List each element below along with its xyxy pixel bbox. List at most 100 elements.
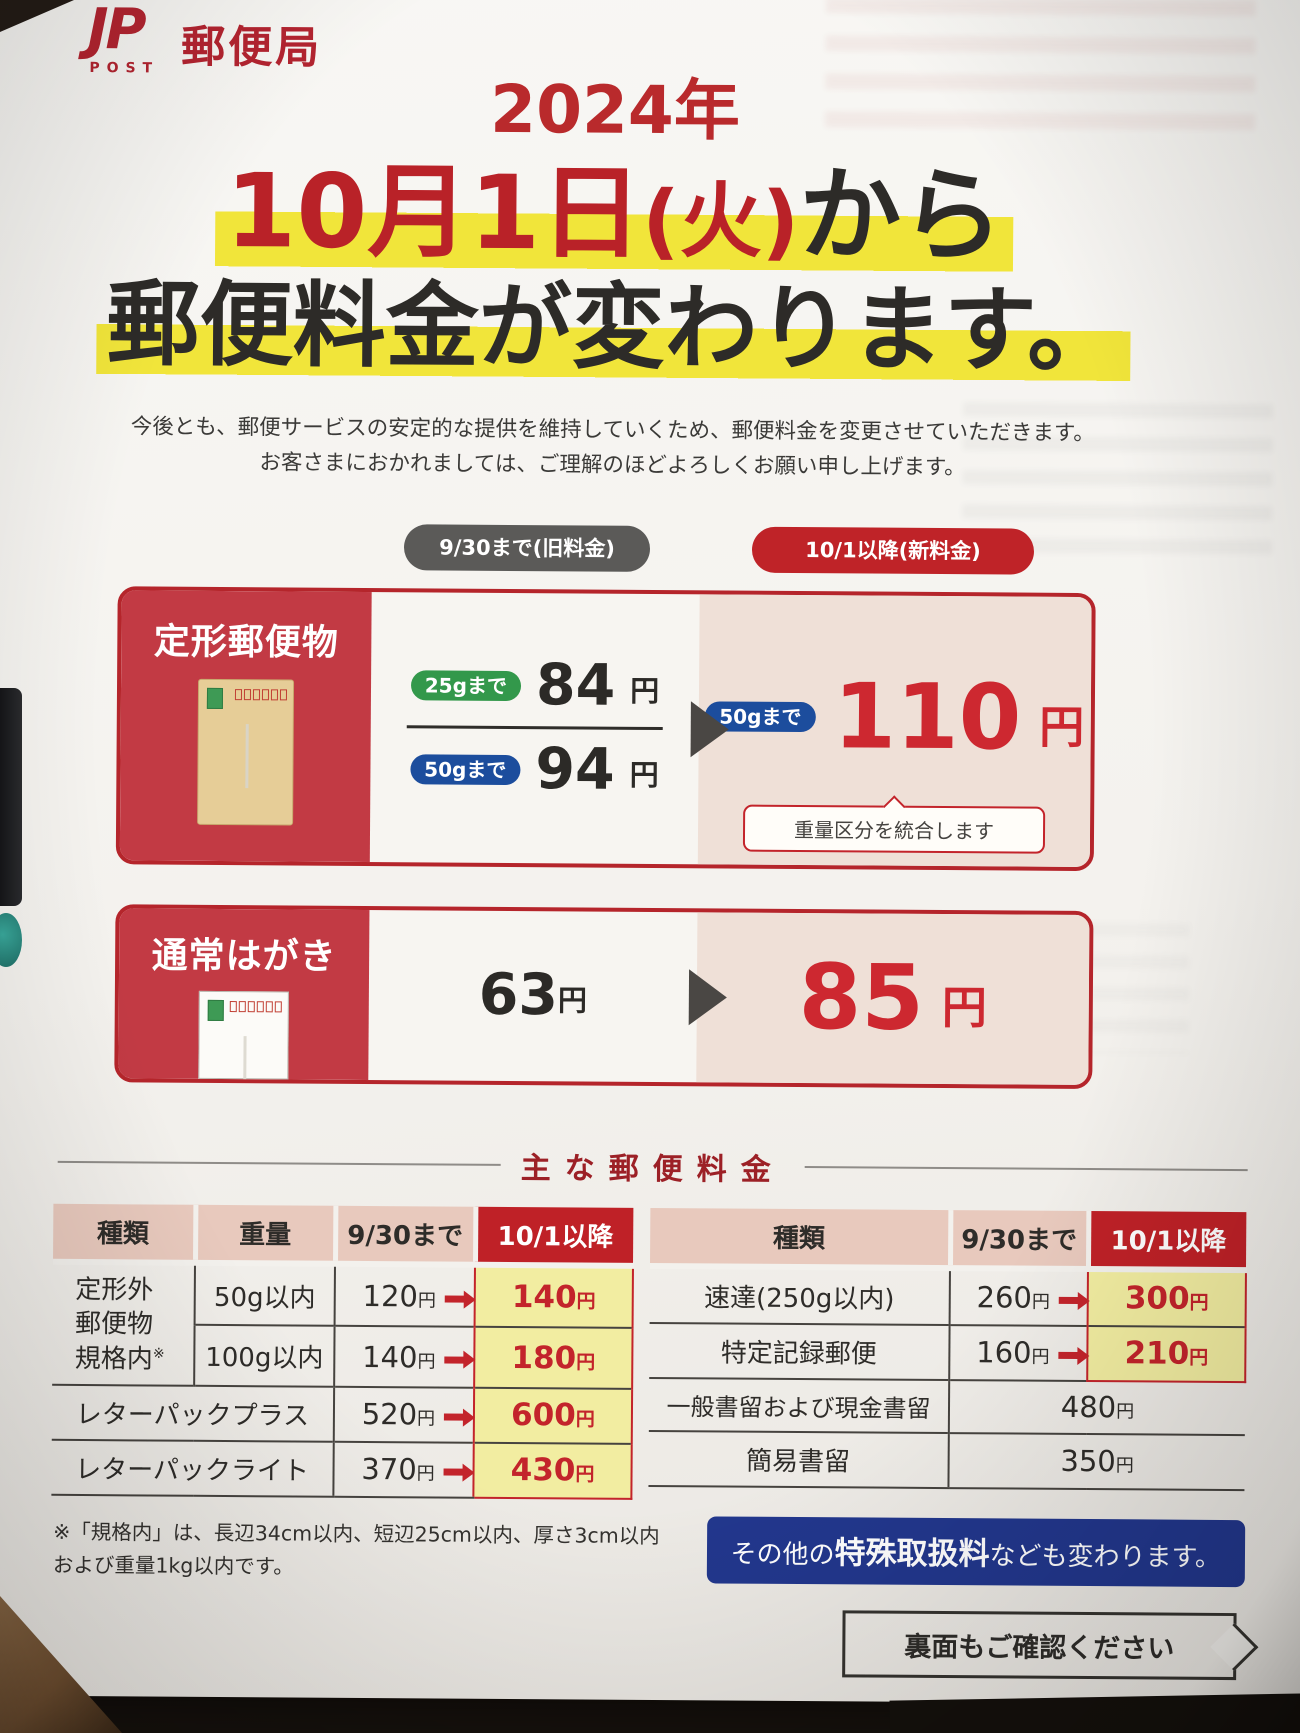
rate-tables: 種類 重量 9/30まで 10/1以降 定形外郵便物規格内※ 50g以内 120…: [51, 1203, 1300, 1505]
postcard-new-price: 85 円: [696, 912, 1090, 1085]
title-date-kara: から: [798, 155, 1004, 277]
column-labels-row: 9/30まで(旧料金) 10/1以降(新料金): [0, 521, 1300, 580]
cell-old-price: 370円: [333, 1441, 474, 1498]
yen-unit: 円: [629, 758, 659, 793]
arrow-right-icon: [444, 1413, 465, 1422]
old-price-label-pill: 9/30まで(旧料金): [403, 524, 651, 572]
new-rate-row: 50gまで 110 円: [705, 664, 1085, 770]
postcard-rate-card: 通常はがき 63 円 85 円: [114, 904, 1094, 1089]
group-label: 定形外郵便物規格内: [74, 1274, 154, 1375]
table-header-row: 種類 9/30まで 10/1以降: [649, 1207, 1247, 1271]
jp-logo-icon: JP POST: [87, 0, 159, 76]
postcard-old-price: 63 円: [368, 910, 697, 1082]
general-rates-table-left: 種類 重量 9/30まで 10/1以降 定形外郵便物規格内※ 50g以内 120…: [51, 1203, 634, 1500]
cell-flat-price: 480円: [948, 1379, 1246, 1436]
postal-code-boxes-icon: [229, 1000, 282, 1013]
old-rate-row: 63 円: [478, 962, 588, 1029]
see-reverse-note: 裏面もご確認ください: [842, 1610, 1259, 1681]
banner-pre-text: その他の: [730, 1539, 835, 1571]
cell-label: 簡易書留: [648, 1430, 949, 1488]
table-header-row: 種類 重量 9/30まで 10/1以降: [53, 1203, 634, 1266]
old-price-63: 63: [478, 962, 559, 1029]
old-price-84: 84: [535, 652, 616, 720]
new-price-85: 85: [798, 944, 925, 1051]
general-rates-table-right: 種類 9/30まで 10/1以降 速達(250g以内) 260円 300円 特定…: [648, 1207, 1247, 1491]
letter-category-label: 定形郵便物: [153, 621, 339, 664]
cell-label: レターパックライト: [51, 1439, 334, 1497]
logo-jp-letters: JP: [87, 0, 144, 63]
section-header: 主な郵便料金: [57, 1140, 1248, 1192]
weight-pill-25g: 25gまで: [410, 670, 522, 701]
cell-weight: 50g以内: [194, 1262, 335, 1327]
postal-code-boxes-icon: [234, 688, 288, 701]
yen-unit: 円: [1039, 700, 1085, 754]
weight-pill-50g: 50gまで: [410, 754, 521, 785]
title-main-text: 郵便料金が変わります。: [106, 270, 1121, 386]
new-rate-row: 85 円: [798, 944, 988, 1051]
address-line: [243, 1036, 247, 1089]
cell-new-price: 180円: [474, 1327, 633, 1389]
cell-label: レターパックプラス: [51, 1384, 335, 1442]
title-main: 郵便料金が変わります。: [0, 270, 1234, 386]
table-row: 簡易書留 350円: [648, 1430, 1245, 1491]
weight-merge-note: 重量区分を統合します: [742, 804, 1046, 854]
column-header-old: 9/30まで: [334, 1205, 476, 1265]
letter-category-panel: 定形郵便物: [119, 590, 372, 862]
stamp-icon: [207, 999, 224, 1021]
arrow-right-icon: [443, 1468, 464, 1477]
footnote-line-2: および重量1kg以内です。: [52, 1552, 294, 1579]
banner-emphasis-text: 特殊取扱料: [834, 1535, 990, 1573]
column-header-new: 10/1以降: [1087, 1210, 1247, 1271]
cell-new-price: 210円: [1087, 1325, 1246, 1383]
postcard-category-label: 通常はがき: [151, 935, 337, 978]
section-title: 主な郵便料金: [520, 1150, 785, 1188]
cell-old-price: 120円: [334, 1263, 475, 1328]
column-header-new: 10/1以降: [474, 1206, 634, 1266]
background-object-teal: [0, 913, 22, 967]
cell-new-price: 300円: [1087, 1268, 1246, 1328]
old-price-94: 94: [535, 736, 615, 804]
title-date: 10月1日(火)から: [0, 151, 1235, 277]
footnote-line-1: ※「規格内」は、長辺34cm以内、短辺25cm以内、厚さ3cm以内: [53, 1519, 660, 1548]
group-footnote-mark: ※: [152, 1345, 165, 1362]
cell-new-price: 140円: [474, 1264, 633, 1329]
envelope-icon: [197, 678, 295, 826]
arrow-right-icon: [1058, 1297, 1079, 1305]
yen-unit: 円: [941, 980, 988, 1035]
cell-old-price: 260円: [949, 1267, 1088, 1326]
title-year: 2024年: [489, 70, 741, 150]
cell-label: 特定記録郵便: [649, 1322, 950, 1380]
section-line-right: [804, 1165, 1248, 1172]
arrow-right-icon: [690, 701, 729, 758]
cell-old-price: 520円: [333, 1386, 475, 1443]
postcard-category-panel: 通常はがき: [118, 908, 370, 1089]
arrow-right-icon: [444, 1295, 465, 1303]
column-header-old: 9/30まで: [949, 1209, 1089, 1269]
address-line: [245, 724, 249, 789]
cell-weight: 100g以内: [194, 1325, 335, 1387]
letter-old-prices: 25gまで 84 円 50gまで 94 円: [370, 592, 700, 864]
arrow-tip-icon: [1210, 1622, 1259, 1672]
column-header-type: 種類: [53, 1203, 196, 1263]
footer-row: ※「規格内」は、長辺34cm以内、短辺25cm以内、厚さ3cm以内 および重量1…: [52, 1516, 1246, 1590]
cell-flat-price: 350円: [948, 1432, 1245, 1491]
yen-unit: 円: [557, 983, 588, 1018]
yen-unit: 円: [630, 674, 660, 709]
brand-title: 郵便局: [181, 21, 323, 74]
new-price-label-pill: 10/1以降(新料金): [751, 526, 1035, 575]
arrow-right-icon: [688, 969, 728, 1026]
arrow-right-icon: [1058, 1352, 1079, 1360]
postcard-icon: [198, 990, 289, 1089]
title-date-weekday: (火): [641, 173, 800, 270]
table-row: 特定記録郵便 160円 210円: [649, 1322, 1246, 1383]
divider-line: [406, 725, 663, 731]
intro-paragraph: 今後とも、郵便サービスの安定的な提供を維持していくため、郵便料金を変更させていた…: [0, 410, 1233, 488]
cell-new-price: 430円: [473, 1442, 632, 1499]
cell-new-price: 600円: [473, 1387, 633, 1444]
table-row: レターパックライト 370円 430円: [51, 1439, 632, 1499]
banner-post-text: なども変わります。: [989, 1541, 1222, 1573]
background-object-dark: [0, 688, 22, 906]
jp-post-logo: JP POST 郵便局: [87, 0, 323, 77]
